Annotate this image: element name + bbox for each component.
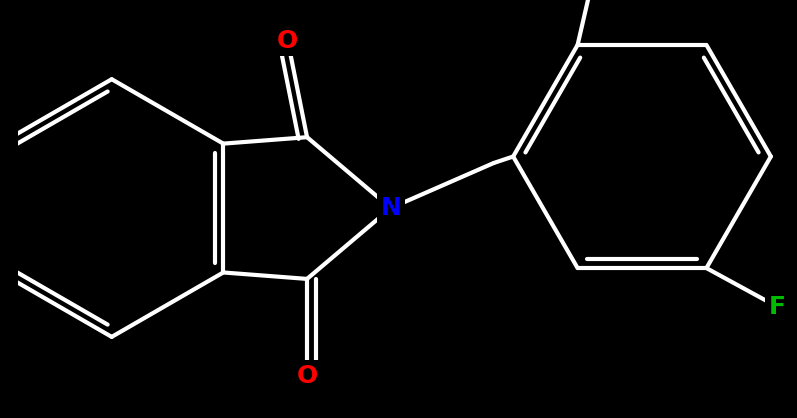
Text: O: O <box>296 364 318 387</box>
Text: F: F <box>769 295 786 319</box>
Text: N: N <box>380 196 401 220</box>
Text: O: O <box>277 28 298 53</box>
